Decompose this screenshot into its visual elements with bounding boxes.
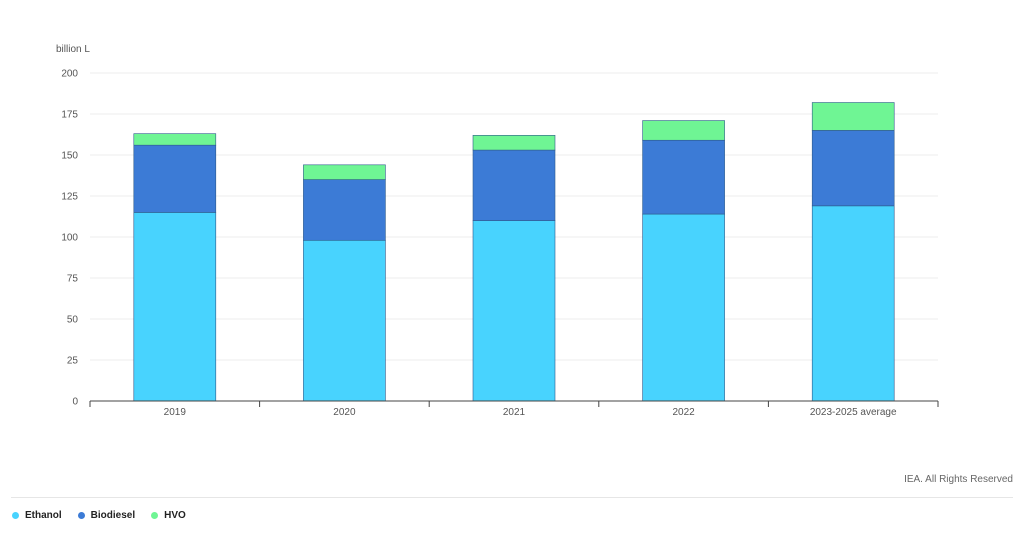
bar-segment-biodiesel[interactable] <box>472 149 556 221</box>
y-tick-label: 100 <box>61 233 78 244</box>
y-tick-label: 75 <box>67 274 79 285</box>
y-tick-label: 50 <box>67 315 79 326</box>
y-tick-label: 150 <box>61 151 78 162</box>
hvo-swatch-icon <box>151 512 159 519</box>
legend-label: Ethanol <box>25 510 62 521</box>
credit-text: IEA. All Rights Reserved <box>904 474 1013 485</box>
bar-segment-ethanol[interactable] <box>133 212 217 402</box>
ethanol-swatch-icon <box>12 512 19 519</box>
bar-segment-ethanol[interactable] <box>811 205 895 402</box>
x-axis: 2019 2020 2021 2022 2023-2025 average <box>89 400 939 418</box>
bar-segment-biodiesel[interactable] <box>133 144 217 213</box>
legend: Ethanol Biodiesel HVO <box>12 510 186 521</box>
bar-segment-ethanol[interactable] <box>303 239 386 402</box>
y-axis: 0 25 50 75 100 125 150 175 200 <box>61 69 78 408</box>
legend-divider <box>11 497 1013 498</box>
y-tick-label: 175 <box>61 110 78 121</box>
y-tick-label: 0 <box>72 397 78 408</box>
biodiesel-swatch-icon <box>77 512 85 519</box>
y-tick-label: 25 <box>67 356 79 367</box>
legend-label: HVO <box>164 510 186 521</box>
bar-segment-biodiesel[interactable] <box>303 179 386 241</box>
legend-item-ethanol[interactable]: Ethanol <box>12 510 62 521</box>
bars <box>133 102 895 402</box>
legend-label: Biodiesel <box>90 510 136 521</box>
bar-segment-hvo[interactable] <box>472 135 556 151</box>
x-tick-label: 2023-2025 average <box>810 407 897 418</box>
x-tick-label: 2022 <box>672 407 695 418</box>
bar-segment-hvo[interactable] <box>303 164 386 180</box>
legend-item-hvo[interactable]: HVO <box>151 510 186 521</box>
x-tick-label: 2020 <box>333 407 356 418</box>
bar-segment-ethanol[interactable] <box>642 213 725 402</box>
y-axis-unit-label: billion L <box>56 44 90 55</box>
bar-segment-hvo[interactable] <box>811 102 895 131</box>
bar-segment-biodiesel[interactable] <box>811 130 895 207</box>
bar-segment-ethanol[interactable] <box>472 220 556 402</box>
x-tick-label: 2021 <box>503 407 526 418</box>
bar-segment-biodiesel[interactable] <box>642 139 725 215</box>
bar-segment-hvo[interactable] <box>133 133 217 146</box>
y-tick-label: 200 <box>61 69 78 80</box>
y-tick-label: 125 <box>61 192 78 203</box>
bar-segment-hvo[interactable] <box>642 120 725 141</box>
x-tick-label: 2019 <box>164 407 187 418</box>
legend-item-biodiesel[interactable]: Biodiesel <box>77 510 136 521</box>
